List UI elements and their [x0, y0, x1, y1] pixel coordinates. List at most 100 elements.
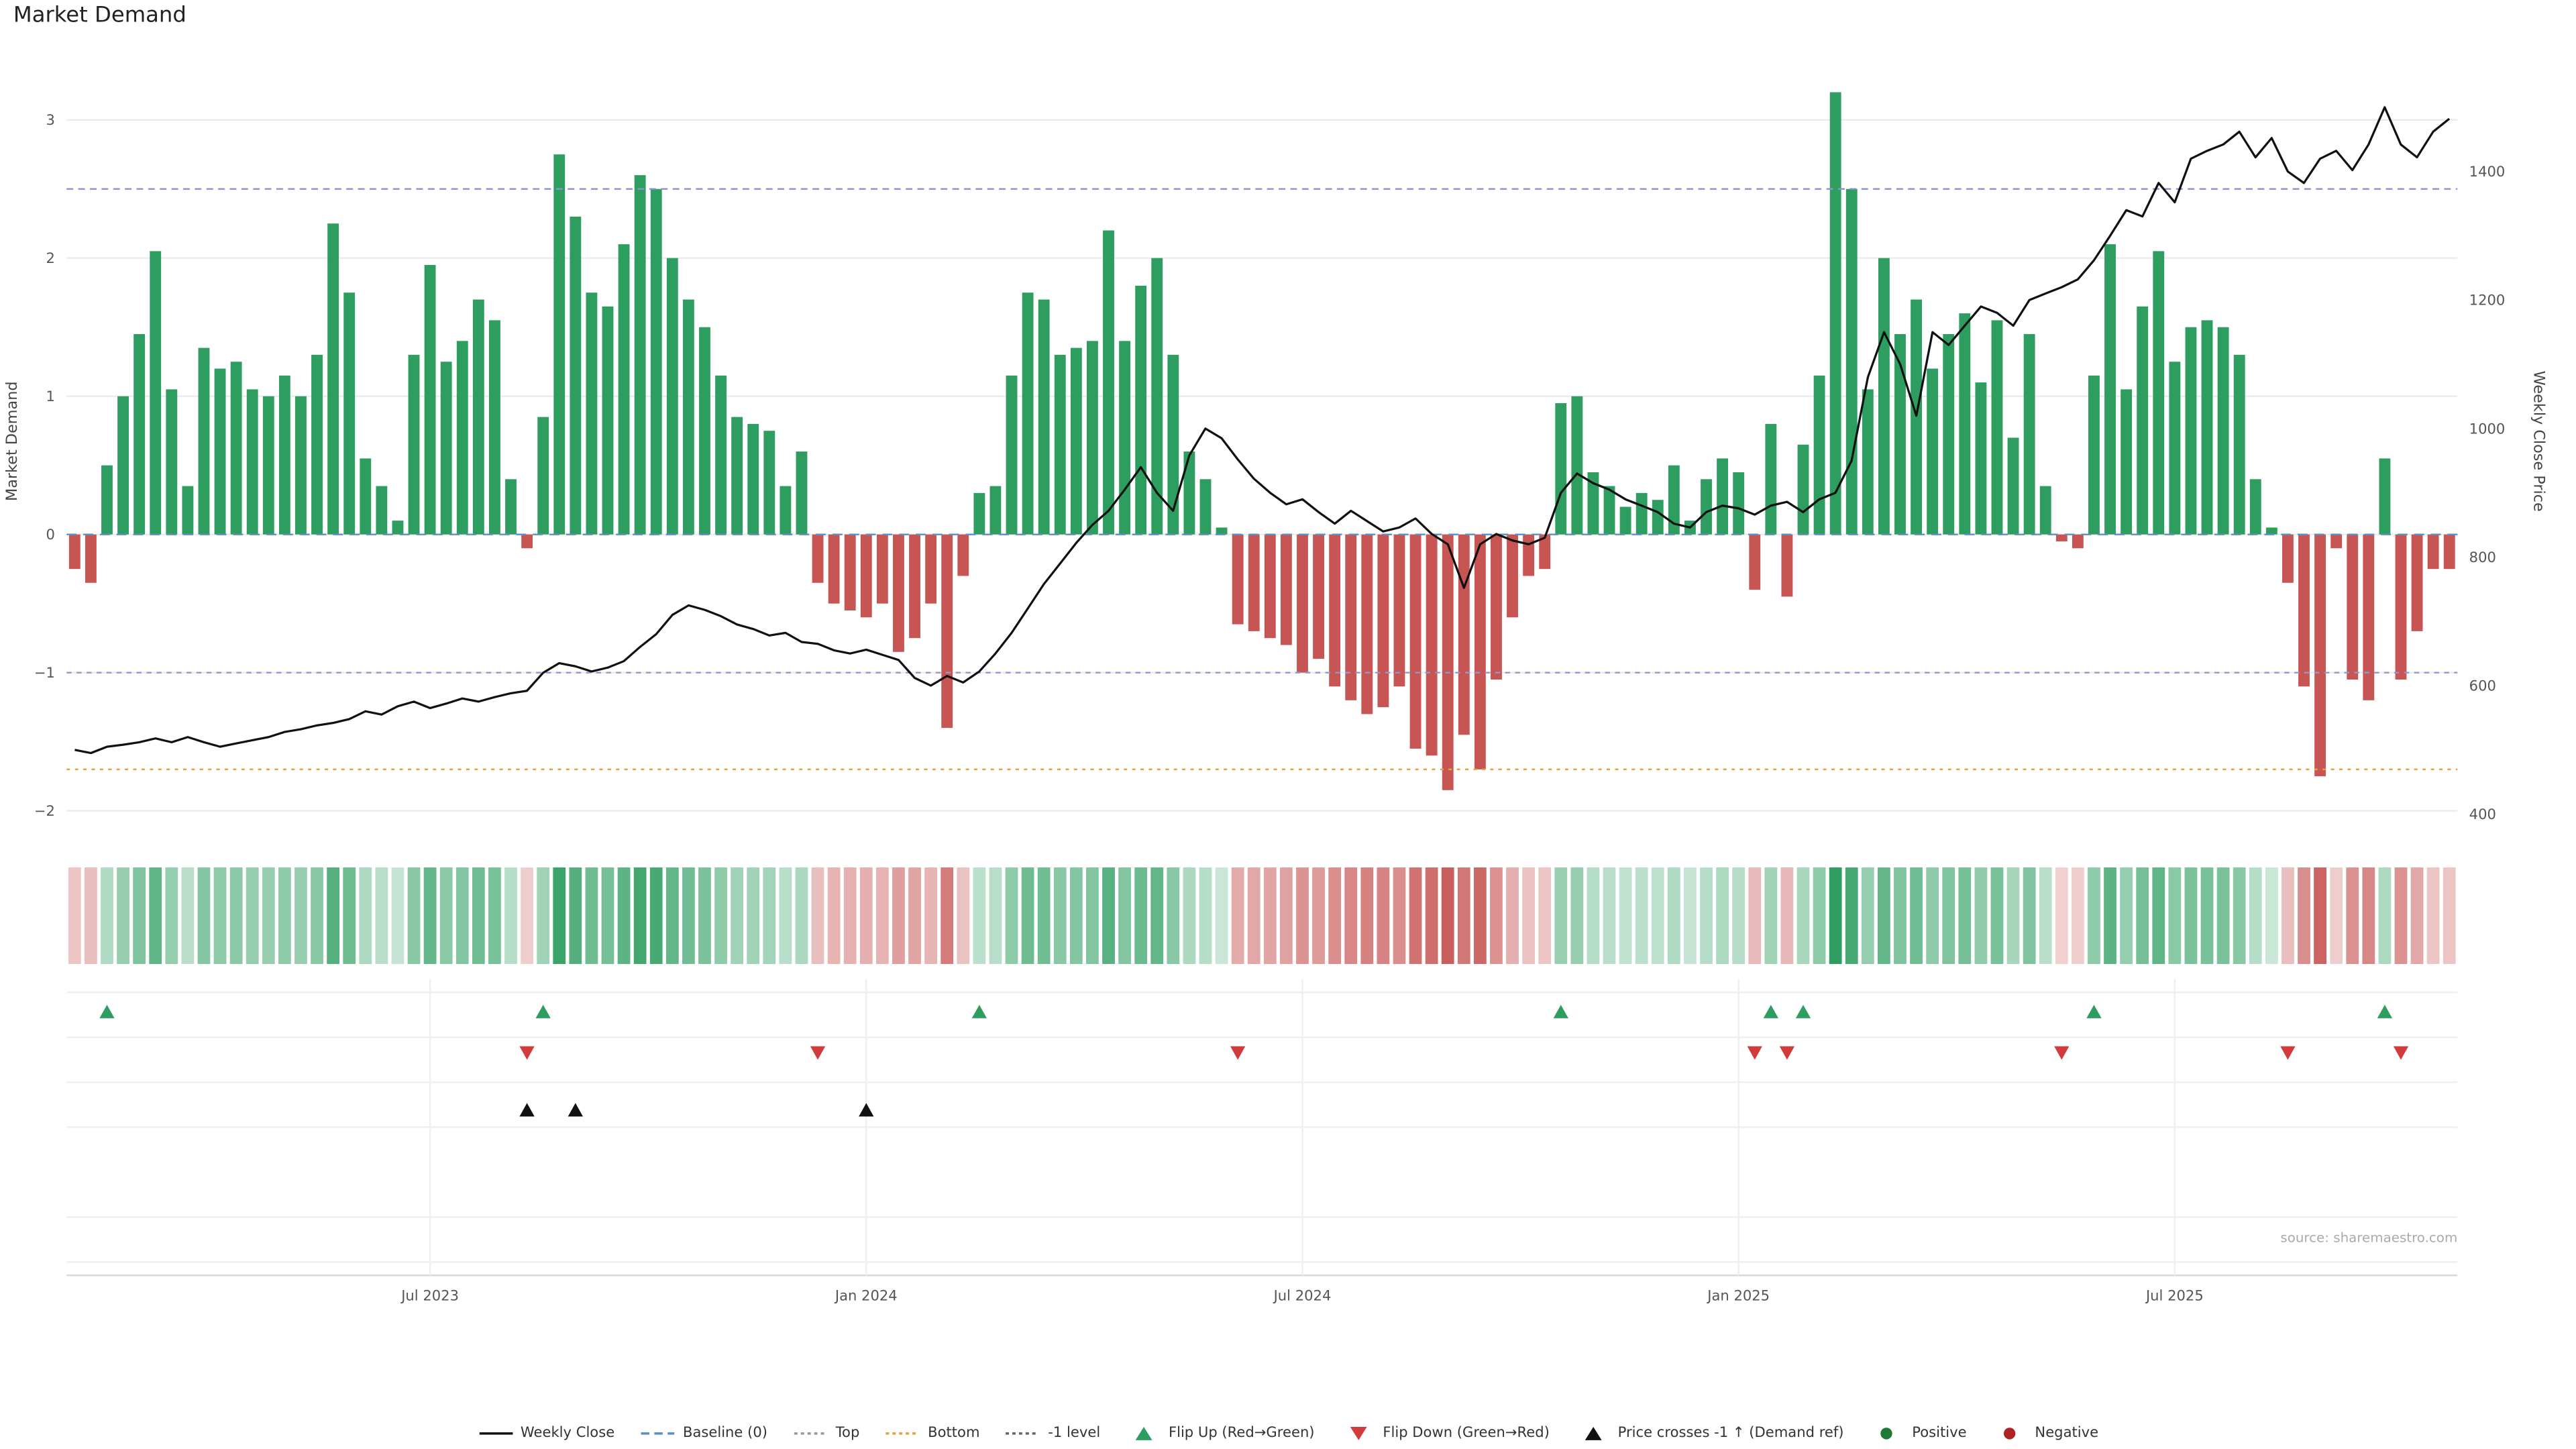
positive-demand-bar	[1135, 285, 1147, 535]
positive-demand-bar	[327, 223, 339, 535]
heatmap-cell	[633, 867, 647, 965]
heatmap-cell	[682, 867, 695, 965]
dot-icon	[2004, 1428, 2016, 1440]
triangle-up-icon	[1135, 1426, 1152, 1440]
right-axis-tick: 400	[2469, 806, 2496, 822]
negative-demand-bar	[1345, 534, 1357, 700]
heatmap-cell	[1005, 867, 1018, 965]
heatmap-cell	[1522, 867, 1536, 965]
legend-label: -1 level	[1048, 1425, 1101, 1442]
heatmap-cell	[439, 867, 453, 965]
heatmap-cell	[649, 867, 663, 965]
negative-demand-bar	[2330, 534, 2343, 549]
positive-demand-bar	[1797, 444, 1809, 535]
legend-label: Top	[835, 1425, 860, 1442]
heatmap-cell	[892, 867, 905, 965]
negative-demand-bar	[68, 534, 80, 570]
positive-demand-bar	[1070, 347, 1082, 535]
heatmap-cell	[569, 867, 582, 965]
reference-lines	[66, 188, 2458, 771]
positive-demand-bar	[262, 396, 274, 535]
right-axis-tick: 1000	[2469, 420, 2506, 437]
positive-demand-bar	[586, 292, 598, 535]
heatmap-cell	[2346, 867, 2359, 965]
heatmap-cell	[1732, 867, 1746, 965]
positive-demand-bar	[1151, 258, 1163, 535]
heatmap-cell	[1393, 867, 1406, 965]
heatmap-cell	[327, 867, 340, 965]
triangle-up-icon	[1584, 1426, 1601, 1440]
positive-demand-bar	[570, 216, 582, 535]
heatmap-cell	[213, 867, 227, 965]
positive-demand-bar	[488, 320, 500, 535]
legend-item: Flip Down (Green→Red)	[1340, 1426, 1550, 1442]
positive-demand-bar	[343, 292, 356, 535]
positive-demand-bar	[1216, 527, 1228, 535]
positive-demand-bar	[1635, 492, 1648, 535]
negative-demand-bar	[1539, 534, 1551, 570]
heatmap-cell	[1845, 867, 1858, 965]
heatmap-cell	[795, 867, 808, 965]
demand-heatmap-strip	[68, 867, 2456, 965]
heatmap-cell	[1263, 867, 1277, 965]
heatmap-cell	[2443, 867, 2456, 965]
heatmap-cell	[1377, 867, 1390, 965]
heatmap-cell	[1247, 867, 1260, 965]
heatmap-cell	[1684, 867, 1697, 965]
flip-up-marker	[1795, 1004, 1811, 1018]
heatmap-cell	[1861, 867, 1874, 965]
heatmap-cell	[2071, 867, 2084, 965]
positive-demand-bar	[278, 375, 290, 535]
negative-demand-bar	[85, 534, 97, 583]
heatmap-cell	[1764, 867, 1778, 965]
heatmap-cell	[1457, 867, 1470, 965]
heatmap-cell	[1910, 867, 1923, 965]
positive-demand-bar	[2039, 486, 2051, 535]
flip-up-marker	[971, 1004, 987, 1018]
positive-demand-bar	[214, 368, 226, 535]
positive-demand-bar	[747, 423, 759, 535]
negative-demand-bar	[1313, 534, 1324, 659]
axis-tick-labels: 3 2 1 0 −1 −2 1400 1200 1000 800 600 400 Jul 2023 Jan…	[34, 111, 2505, 1303]
positive-demand-bar	[682, 299, 694, 535]
positive-demand-bar	[246, 389, 258, 535]
heatmap-cell	[1813, 867, 1826, 965]
flip-down-marker	[1779, 1046, 1795, 1060]
positive-demand-bar	[1022, 292, 1034, 535]
negative-demand-bar	[2395, 534, 2407, 680]
positive-demand-bar	[2379, 458, 2391, 535]
flip-down-marker	[1230, 1046, 1246, 1060]
legend-item: Weekly Close	[477, 1426, 614, 1442]
heatmap-cell	[1231, 867, 1244, 965]
legend-label: Baseline (0)	[682, 1425, 768, 1442]
negative-demand-bar	[828, 534, 840, 604]
x-axis-tick: Jan 2024	[834, 1287, 898, 1303]
heatmap-cell	[2120, 867, 2133, 965]
negative-demand-bar	[1491, 534, 1502, 680]
positive-demand-bar	[2104, 244, 2116, 535]
heatmap-cell	[714, 867, 727, 965]
line-sample-icon	[886, 1432, 920, 1435]
negative-demand-bar	[1442, 534, 1454, 790]
positive-demand-bar	[311, 354, 323, 535]
heatmap-cell	[1603, 867, 1616, 965]
x-axis-tick: Jul 2024	[1273, 1287, 1332, 1303]
positive-demand-bar	[715, 375, 727, 535]
negative-demand-bar	[1749, 534, 1761, 590]
negative-demand-bar	[844, 534, 856, 610]
signal-markers	[99, 1004, 2409, 1117]
positive-demand-bar	[133, 333, 146, 535]
negative-demand-bar	[1474, 534, 1486, 769]
flip-down-marker	[519, 1046, 535, 1060]
heatmap-cell	[698, 867, 711, 965]
right-axis-tick: 1400	[2469, 163, 2506, 180]
heatmap-cell	[246, 867, 259, 965]
flip-up-marker	[1763, 1004, 1779, 1018]
flip-up-marker	[1553, 1004, 1568, 1018]
heatmap-cell	[1150, 867, 1164, 965]
negative-demand-bar	[925, 534, 937, 604]
line-sample-icon	[478, 1432, 513, 1435]
heatmap-cell	[924, 867, 938, 965]
positive-demand-bar	[2137, 306, 2149, 535]
positive-demand-bar	[780, 486, 792, 535]
